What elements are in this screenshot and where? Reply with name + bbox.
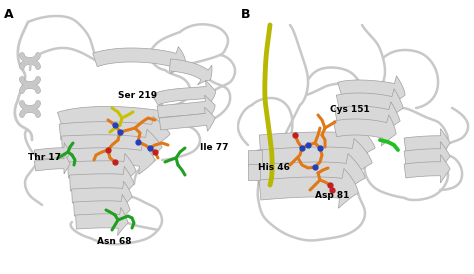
Polygon shape bbox=[34, 143, 70, 163]
Polygon shape bbox=[257, 139, 372, 178]
Polygon shape bbox=[259, 124, 375, 163]
Polygon shape bbox=[59, 116, 170, 148]
Polygon shape bbox=[259, 169, 358, 208]
Polygon shape bbox=[404, 142, 450, 170]
Polygon shape bbox=[337, 76, 405, 107]
Polygon shape bbox=[335, 102, 400, 133]
Polygon shape bbox=[337, 89, 403, 120]
Text: His 46: His 46 bbox=[258, 164, 290, 173]
Polygon shape bbox=[76, 207, 128, 235]
Polygon shape bbox=[257, 153, 365, 193]
Polygon shape bbox=[333, 115, 396, 146]
Text: B: B bbox=[241, 8, 250, 21]
Polygon shape bbox=[404, 129, 450, 157]
Polygon shape bbox=[64, 142, 155, 174]
Text: Asn 68: Asn 68 bbox=[97, 236, 131, 246]
Polygon shape bbox=[248, 150, 262, 166]
Text: Ser 219: Ser 219 bbox=[118, 92, 157, 101]
Polygon shape bbox=[68, 153, 136, 185]
Polygon shape bbox=[70, 167, 134, 198]
Polygon shape bbox=[152, 80, 216, 105]
Polygon shape bbox=[62, 129, 162, 161]
Polygon shape bbox=[157, 95, 215, 119]
Text: Thr 17: Thr 17 bbox=[28, 153, 61, 162]
Text: Cys 151: Cys 151 bbox=[330, 105, 370, 115]
Text: Ile 77: Ile 77 bbox=[200, 144, 228, 153]
Polygon shape bbox=[57, 102, 175, 134]
Polygon shape bbox=[93, 47, 185, 74]
Polygon shape bbox=[73, 195, 130, 222]
Text: Asp 81: Asp 81 bbox=[315, 192, 349, 201]
Polygon shape bbox=[34, 154, 70, 174]
Text: A: A bbox=[4, 8, 14, 21]
Polygon shape bbox=[159, 107, 215, 131]
Circle shape bbox=[125, 133, 155, 163]
Polygon shape bbox=[404, 155, 450, 183]
Polygon shape bbox=[170, 59, 212, 85]
Polygon shape bbox=[248, 164, 260, 180]
Polygon shape bbox=[72, 181, 132, 209]
